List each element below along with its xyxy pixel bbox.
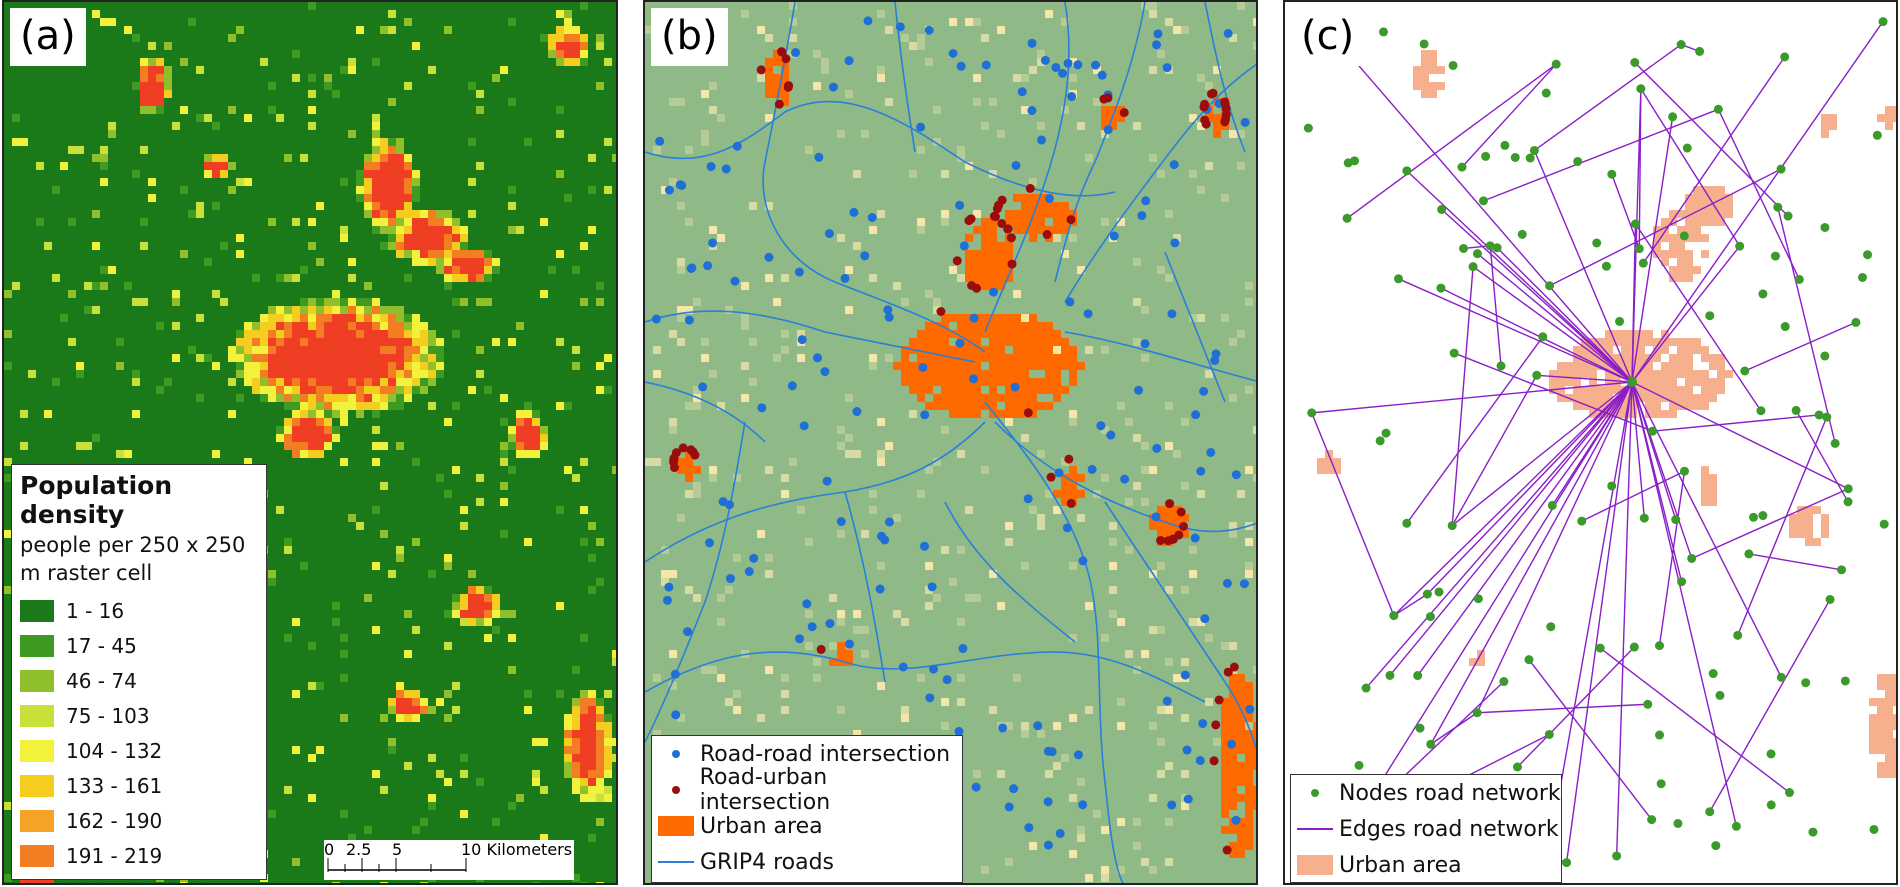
legend-swatch: [20, 704, 54, 727]
legend-class-row: 46 - 74: [12, 663, 266, 698]
legend-swatch: [20, 774, 54, 797]
legend-class-label: 46 - 74: [66, 668, 137, 693]
legend-class-label: 133 - 161: [66, 773, 163, 798]
legend-class-label: 220 - 899,329: [66, 879, 207, 884]
legend-label: Nodes road network: [1339, 780, 1561, 806]
legend-label: Road-urban intersection: [699, 765, 831, 815]
legend-row: Nodes road network: [1291, 775, 1561, 811]
legend-swatch: [20, 599, 54, 622]
legend-class-label: 191 - 219: [66, 843, 163, 868]
scale-tick-10-km: 10 Kilometers: [461, 840, 573, 859]
road-intersection-map-graphic: [645, 2, 1256, 883]
legend-class-row: 1 - 16: [12, 593, 266, 628]
legend-class-label: 1 - 16: [66, 598, 125, 623]
legend-swatch: [20, 809, 54, 832]
legend-label: GRIP4 roads: [700, 849, 835, 875]
legend-label: Road-road intersection: [700, 741, 951, 767]
legend-label: Urban area: [700, 813, 823, 839]
dot-symbol-icon: [1297, 781, 1333, 805]
legend-swatch: [20, 739, 54, 762]
dot-symbol-icon: [658, 778, 694, 802]
panel-a-population-density-map: (a) Population density people per 250 x …: [2, 0, 618, 885]
panel-a-label: (a): [10, 8, 86, 66]
scale-tick-5: 5: [392, 840, 403, 859]
panel-b-road-intersection-map: (b) Road-road intersection Road-urban int…: [643, 0, 1258, 885]
scale-tick-0: 0: [324, 840, 335, 859]
population-density-raster: [4, 2, 616, 883]
legend-class-label: 162 - 190: [66, 808, 163, 833]
legend-row: GRIP4 roads: [652, 844, 962, 880]
legend-class-label: 104 - 132: [66, 738, 163, 763]
line-symbol-icon: [658, 850, 694, 874]
legend-class-row: 191 - 219: [12, 838, 266, 873]
legend-subtitle: people per 250 x 250 m raster cell: [20, 533, 246, 585]
panel-c-road-network-map: (c) Nodes road network Edges road network…: [1283, 0, 1898, 885]
scale-tick-2-5: 2.5: [346, 840, 372, 859]
population-density-legend: Population density people per 250 x 250 …: [11, 464, 267, 883]
dot-symbol-icon: [658, 742, 694, 766]
legend-label: Edges road network: [1339, 816, 1559, 842]
legend-swatch: [20, 634, 54, 657]
legend-title: Population density: [20, 471, 173, 529]
legend-class-row: 75 - 103: [12, 698, 266, 733]
legend-class-row: 220 - 899,329: [12, 873, 266, 884]
legend-row: Road-urban intersection: [652, 765, 962, 815]
road-network-graph: [1296, 17, 1896, 868]
legend-swatch: [20, 844, 54, 867]
panel-c-label: (c): [1291, 8, 1365, 66]
legend-row: Urban area: [652, 808, 962, 844]
legend-row: Road-road intersection: [652, 736, 962, 772]
road-network-legend: Nodes road network Edges road network Urba…: [1290, 774, 1562, 883]
legend-swatch: [20, 669, 54, 692]
legend-class-row: 162 - 190: [12, 803, 266, 838]
legend-class-row: 104 - 132: [12, 733, 266, 768]
legend-label: Urban area: [1339, 852, 1462, 878]
legend-swatch: [20, 879, 54, 883]
legend-class-row: 17 - 45: [12, 628, 266, 663]
legend-class-row: 133 - 161: [12, 768, 266, 803]
scale-bar: 0 2.5 5 10 Kilometers: [324, 840, 574, 880]
fill-symbol-icon: [1297, 853, 1333, 877]
legend-class-label: 17 - 45: [66, 633, 137, 658]
legend-class-label: 75 - 103: [66, 703, 150, 728]
legend-row: Urban area: [1291, 847, 1561, 883]
legend-row: Edges road network: [1291, 811, 1561, 847]
road-intersection-legend: Road-road intersection Road-urban interse…: [651, 735, 963, 883]
line-symbol-icon: [1297, 817, 1333, 841]
panel-b-label: (b): [651, 8, 728, 66]
fill-symbol-icon: [658, 814, 694, 838]
